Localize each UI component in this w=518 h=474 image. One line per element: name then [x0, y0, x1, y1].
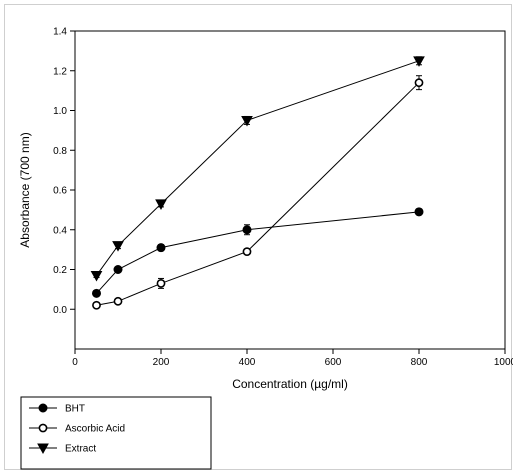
- y-tick-label: 0.0: [53, 305, 67, 316]
- series-line: [96, 82, 420, 306]
- data-point: [241, 115, 253, 127]
- x-tick-label: 0: [72, 357, 78, 368]
- series-lines: [96, 60, 420, 306]
- legend-marker: [37, 443, 49, 455]
- y-axis-label: Absorbance (700 nm): [18, 132, 32, 247]
- data-point: [242, 225, 252, 235]
- data-point: [156, 243, 166, 253]
- y-tick-label: 0.2: [53, 265, 67, 276]
- y-tick-label: 0.6: [53, 186, 67, 197]
- data-point: [113, 296, 123, 306]
- data-point: [242, 247, 252, 257]
- data-point: [155, 199, 167, 210]
- y-tick-label: 1.2: [53, 66, 67, 77]
- y-tick-label: 0.4: [53, 225, 67, 236]
- data-point: [414, 207, 424, 217]
- data-point: [112, 241, 124, 252]
- legend-marker: [38, 403, 48, 413]
- data-point: [113, 265, 123, 274]
- plot-area: [74, 30, 506, 350]
- x-tick-label: 400: [239, 357, 256, 368]
- x-tick-label: 200: [153, 357, 170, 368]
- x-tick-label: 600: [325, 357, 342, 368]
- series-line: [96, 60, 420, 276]
- y-tick-label: 1.4: [53, 27, 67, 38]
- data-point: [413, 56, 425, 67]
- y-tick-label: 1.0: [53, 106, 67, 117]
- data-point: [92, 300, 101, 310]
- x-axis-label: Concentration (µg/ml): [232, 377, 348, 391]
- error-bars: [93, 56, 422, 308]
- x-tick-label: 800: [411, 357, 428, 368]
- legend-label: BHT: [65, 404, 85, 415]
- legend-label: Extract: [65, 444, 96, 455]
- legend-box: [20, 396, 212, 470]
- legend-marker: [38, 423, 48, 433]
- y-tick-label: 0.8: [53, 146, 67, 157]
- legend: BHT Ascorbic Acid Extract: [29, 403, 125, 455]
- data-point: [90, 270, 103, 282]
- legend-label: Ascorbic Acid: [65, 424, 125, 435]
- series-line: [96, 211, 420, 294]
- y-axis: 0.0 0.2 0.4 0.6 0.8 1.0 1.2 1.4: [53, 27, 75, 316]
- data-points: [90, 56, 425, 310]
- data-point: [414, 78, 424, 88]
- data-point: [92, 288, 101, 298]
- data-point: [156, 279, 166, 288]
